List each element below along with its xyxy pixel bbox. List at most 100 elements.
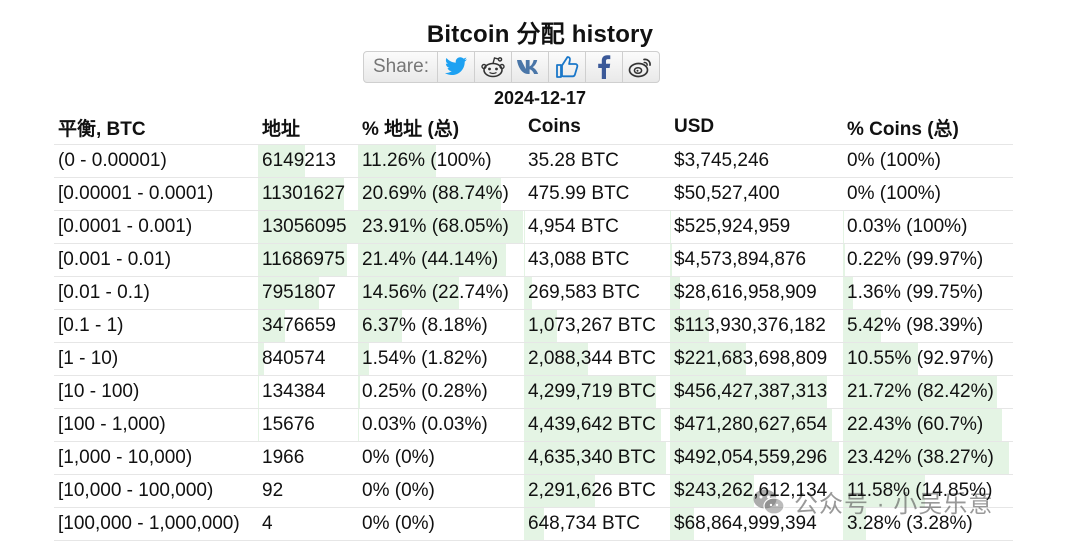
address-count-cell: 11686975 [258, 243, 358, 277]
share-weibo-button[interactable] [623, 52, 659, 82]
share-facebook-button[interactable] [586, 52, 623, 82]
coins-cell-text: 35.28 BTC [528, 150, 619, 171]
share-bar-fill [258, 310, 285, 342]
header-addresses: 地址 [262, 118, 301, 140]
share-bar-fill [524, 475, 595, 507]
share-bar-fill [358, 244, 507, 276]
distribution-table: 平衡, BTC 地址 % 地址 (总) Coins USD % Coins (总… [54, 110, 1013, 541]
address-pct-cell-text: 0.25% (0.28%) [362, 381, 488, 402]
share-reddit-button[interactable] [475, 52, 512, 82]
share-bar-fill [670, 409, 832, 441]
share-bar-fill [843, 343, 918, 375]
table-row: [1 - 10) 840574 1.54% (1.82%) 2,088,344 BTC… [54, 342, 1013, 376]
coins-pct-cell: 11.58% (14.85%) [843, 474, 1013, 508]
table-row: [0.01 - 0.1) 7951807 14.56% (22.74%) 269,58… [54, 276, 1013, 310]
share-bar-fill [524, 508, 544, 540]
coins-cell-text: 648,734 BTC [528, 513, 640, 534]
coins-pct-cell: 23.42% (38.27%) [843, 441, 1013, 475]
header-usd: USD [674, 116, 715, 137]
coins-pct-cell: 22.43% (60.7%) [843, 408, 1013, 442]
share-bar-fill [258, 376, 259, 408]
share-bar-fill [670, 343, 747, 375]
address-count-cell-text: 7951807 [262, 282, 336, 303]
address-pct-cell-text: 1.54% (1.82%) [362, 348, 488, 369]
table-row: [10 - 100) 134384 0.25% (0.28%) 4,299,719 B… [54, 375, 1013, 409]
usd-cell: $3,745,246 [670, 144, 843, 178]
share-bar: Share: [363, 51, 660, 83]
address-count-cell: 3476659 [258, 309, 358, 343]
table-row: [1,000 - 10,000) 1966 0% (0%) 4,635,340 BTC… [54, 441, 1013, 475]
coins-pct-cell: 0% (100%) [843, 144, 1013, 178]
usd-cell: $68,864,999,394 [670, 507, 843, 541]
share-bar-fill [843, 508, 867, 540]
coins-pct-cell: 1.36% (99.75%) [843, 276, 1013, 310]
share-bar-fill [670, 508, 694, 540]
address-pct-cell: 11.26% (100%) [358, 144, 524, 178]
share-bar-fill [524, 442, 667, 474]
table-row: [0.0001 - 0.001) 13056095 23.91% (68.05%) 4… [54, 210, 1013, 244]
usd-cell: $221,683,698,809 [670, 342, 843, 376]
usd-cell: $471,280,627,654 [670, 408, 843, 442]
table-row: [100 - 1,000) 15676 0.03% (0.03%) 4,439,642… [54, 408, 1013, 442]
address-pct-cell-text: 0.03% (0.03%) [362, 414, 488, 435]
coins-cell-text: 4,299,719 BTC [528, 381, 656, 402]
address-count-cell: 15676 [258, 408, 358, 442]
usd-cell-text: $4,573,894,876 [674, 249, 807, 270]
usd-cell-text: $50,527,400 [674, 183, 780, 204]
share-vk-button[interactable] [512, 52, 549, 82]
reddit-icon [480, 56, 506, 78]
address-pct-cell-text: 11.26% (100%) [362, 150, 492, 171]
usd-cell: $492,054,559,296 [670, 441, 843, 475]
usd-cell: $4,573,894,876 [670, 243, 843, 277]
address-pct-cell: 23.91% (68.05%) [358, 210, 524, 244]
share-bar-fill [358, 145, 436, 177]
usd-cell-text: $243,262,612,134 [674, 480, 828, 501]
address-count-cell: 13056095 [258, 210, 358, 244]
balance-range-cell: [1 - 10) [54, 342, 258, 376]
coins-pct-cell-text: 11.58% (14.85%) [847, 480, 993, 501]
coins-cell: 35.28 BTC [524, 144, 670, 178]
balance-range-cell: [100 - 1,000) [54, 408, 258, 442]
address-pct-cell: 0% (0%) [358, 507, 524, 541]
address-count-cell-text: 11301627 [262, 183, 346, 204]
share-bar-fill [358, 178, 502, 210]
address-pct-cell-text: 0% (0%) [362, 447, 435, 468]
coins-cell-text: 4,635,340 BTC [528, 447, 656, 468]
usd-cell: $113,930,376,182 [670, 309, 843, 343]
table-row: [10,000 - 100,000) 92 0% (0%) 2,291,626 BTC… [54, 474, 1013, 508]
balance-range-cell: [0.0001 - 0.001) [54, 210, 258, 244]
coins-cell: 2,291,626 BTC [524, 474, 670, 508]
coins-cell: 4,954 BTC [524, 210, 670, 244]
coins-pct-cell-text: 0.03% (100%) [847, 216, 968, 237]
share-bar-fill [843, 277, 853, 309]
table-header-row: 平衡, BTC 地址 % 地址 (总) Coins USD % Coins (总… [54, 110, 1013, 145]
usd-cell-text: $3,745,246 [674, 150, 770, 171]
vk-icon [516, 58, 544, 76]
share-bar-fill [670, 310, 710, 342]
share-bar-fill [258, 244, 348, 276]
coins-cell: 648,734 BTC [524, 507, 670, 541]
share-bar-fill [843, 442, 1009, 474]
share-bar-fill [670, 277, 680, 309]
share-twitter-button[interactable] [438, 52, 475, 82]
balance-range-cell: [1,000 - 10,000) [54, 441, 258, 475]
coins-pct-cell-text: 0.22% (99.97%) [847, 249, 984, 270]
address-pct-cell-text: 20.69% (88.74%) [362, 183, 509, 204]
usd-cell: $50,527,400 [670, 177, 843, 211]
coins-pct-cell: 3.28% (3.28%) [843, 507, 1013, 541]
address-count-cell-text: 6149213 [262, 150, 336, 171]
share-bar-fill [358, 310, 402, 342]
address-pct-cell-text: 0% (0%) [362, 513, 435, 534]
share-bar-fill [524, 409, 661, 441]
snapshot-date: 2024-12-17 [493, 88, 587, 108]
address-count-cell: 1966 [258, 441, 358, 475]
share-bar-fill [258, 277, 319, 309]
usd-cell-text: $68,864,999,394 [674, 513, 817, 534]
facebook-icon [597, 55, 611, 79]
watermark-text: 公众号 · 小吴乐意 [794, 491, 994, 518]
share-like-button[interactable] [549, 52, 586, 82]
address-count-cell: 840574 [258, 342, 358, 376]
usd-cell: $243,262,612,134 [670, 474, 843, 508]
usd-cell-text: $492,054,559,296 [674, 447, 828, 468]
share-bar-fill [258, 343, 265, 375]
